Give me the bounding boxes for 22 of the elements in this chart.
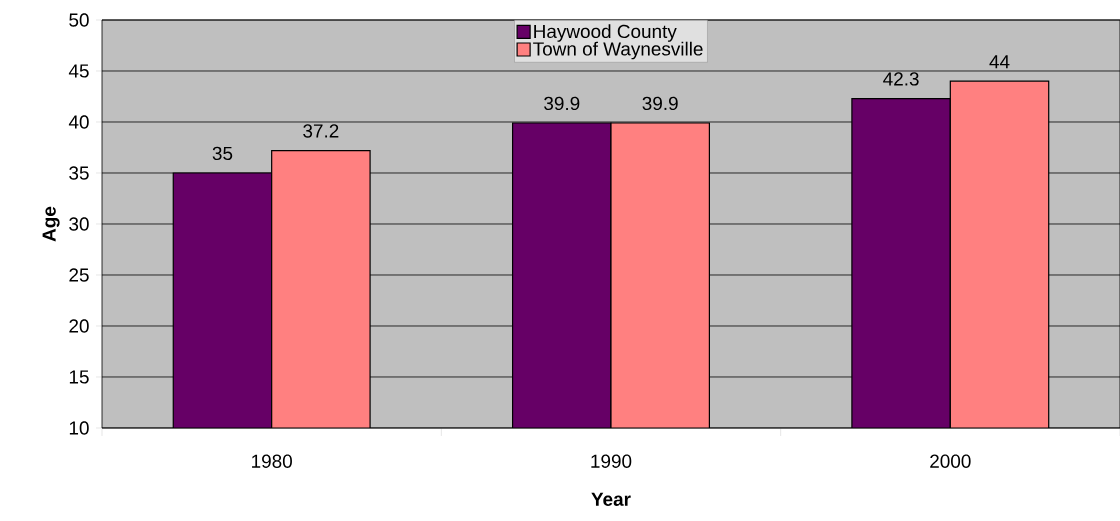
y-tick-label: 25 xyxy=(69,268,89,282)
data-label: 39.9 xyxy=(544,96,580,111)
y-tick-label: 30 xyxy=(69,217,89,231)
data-label: 35 xyxy=(212,146,233,161)
y-tick-label: 10 xyxy=(69,421,89,435)
data-label: 37.2 xyxy=(303,124,339,138)
y-tick-label: 15 xyxy=(69,370,89,384)
y-axis-title: Age xyxy=(42,206,60,242)
data-label: 39.9 xyxy=(642,96,678,111)
x-tick-label: 2000 xyxy=(930,454,971,468)
y-tick-label: 35 xyxy=(69,166,89,180)
y-tick-label: 40 xyxy=(68,115,89,129)
x-tick-label: 1990 xyxy=(591,454,632,468)
legend-label: Haywood County xyxy=(534,24,677,42)
y-tick-label: 50 xyxy=(69,13,89,27)
data-label: 42.3 xyxy=(883,72,919,86)
y-tick-label: 45 xyxy=(68,64,89,78)
x-axis-title: Year xyxy=(591,492,631,506)
x-tick-label: 1980 xyxy=(252,454,292,468)
legend-label: Town of Waynesville xyxy=(533,41,703,60)
data-label: 44 xyxy=(989,55,1010,69)
y-tick-label: 20 xyxy=(69,319,89,333)
